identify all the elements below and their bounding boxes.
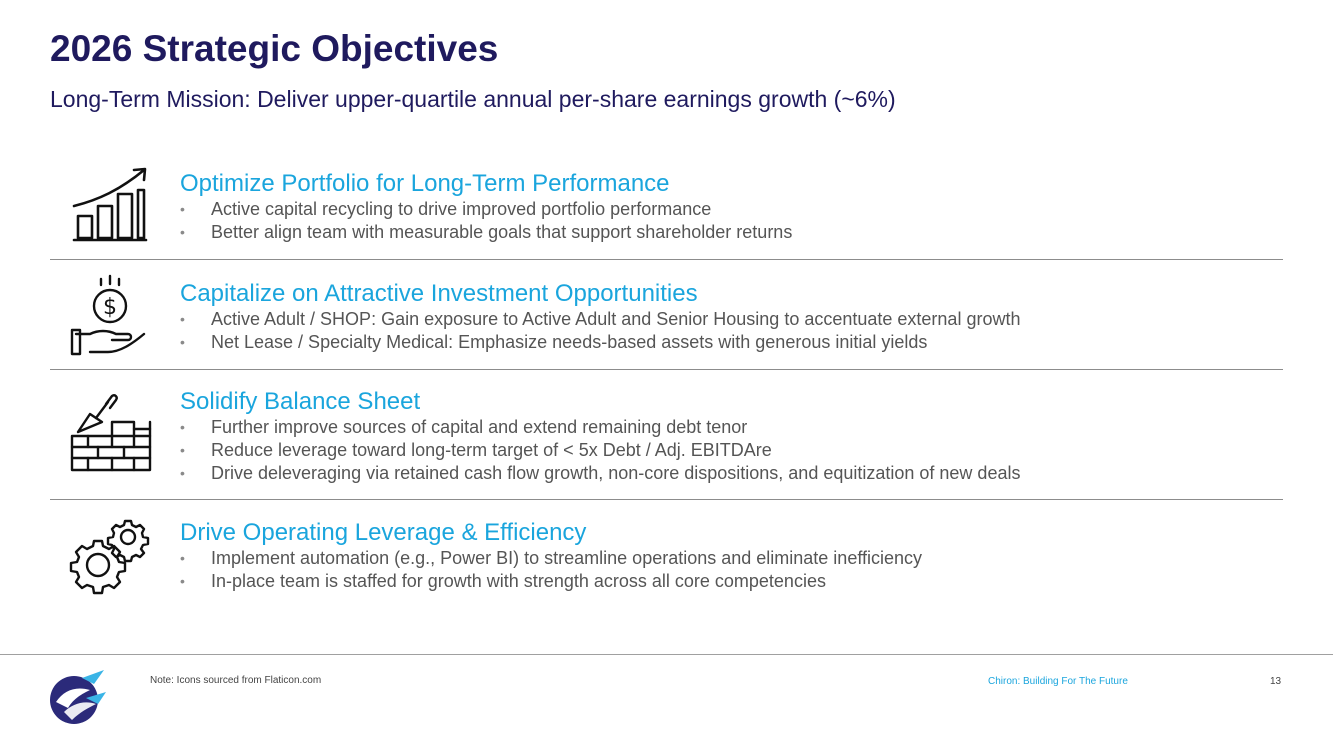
growth-chart-icon [68,166,152,250]
objective-section-portfolio: Optimize Portfolio for Long-Term Perform… [50,167,1283,250]
bullet-list: • Implement automation (e.g., Power BI) t… [180,547,922,593]
objective-section-investment: $ Capitalize on Attractive Investment Op… [50,274,1283,360]
footer-note: Note: Icons sourced from Flaticon.com [150,675,322,686]
list-item: • In-place team is staffed for growth wit… [180,571,826,591]
page-subtitle: Long-Term Mission: Deliver upper-quartil… [50,86,896,112]
brick-wall-trowel-icon [68,392,152,476]
footer-tagline: Chiron: Building For The Future [988,676,1128,687]
money-hand-icon: $ [68,272,152,356]
list-item: • Implement automation (e.g., Power BI) t… [180,548,923,568]
list-item: • Active capital recycling to drive impro… [180,199,712,219]
svg-text:$: $ [103,295,117,320]
chiron-logo-icon [46,668,108,726]
footer-divider [0,654,1333,655]
section-divider [50,259,1283,260]
objective-section-balance-sheet: Solidify Balance Sheet • Further improve … [50,388,1283,488]
bullet-list: • Active Adult / SHOP: Gain exposure to A… [180,308,1020,354]
bullet-list: • Active capital recycling to drive impro… [180,198,792,244]
page-title: 2026 Strategic Objectives [50,28,499,69]
objective-section-operating: Drive Operating Leverage & Efficiency • I… [50,519,1283,599]
section-heading: Solidify Balance Sheet [180,388,421,415]
list-item: • Drive deleveraging via retained cash fl… [180,463,1021,483]
gears-icon [68,513,152,597]
list-item: • Better align team with measurable goals… [180,222,793,242]
bullet-list: • Further improve sources of capital and … [180,416,1020,485]
section-divider [50,369,1283,370]
list-item: • Further improve sources of capital and … [180,417,748,437]
list-item: • Reduce leverage toward long-term target… [180,440,772,460]
section-divider [50,499,1283,500]
page-number: 13 [1270,676,1282,687]
section-heading: Optimize Portfolio for Long-Term Perform… [180,170,670,197]
list-item: • Net Lease / Specialty Medical: Emphasiz… [180,332,928,352]
section-heading: Drive Operating Leverage & Efficiency [180,519,587,546]
list-item: • Active Adult / SHOP: Gain exposure to A… [180,309,1021,329]
section-heading: Capitalize on Attractive Investment Oppo… [180,280,698,307]
